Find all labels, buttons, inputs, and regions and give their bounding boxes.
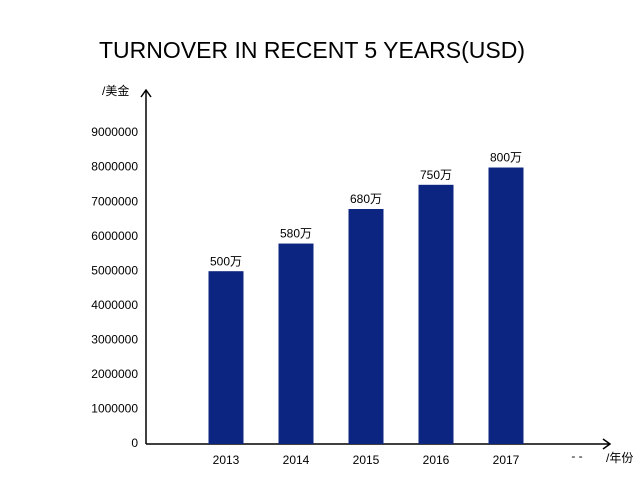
- y-tick-label: 6000000: [91, 229, 138, 243]
- y-tick-label: 4000000: [91, 298, 138, 312]
- x-tick-label: 2015: [353, 453, 380, 467]
- x-tick-label: 2013: [213, 453, 240, 467]
- bar: [418, 184, 454, 445]
- x-tick-label: 2016: [423, 453, 450, 467]
- bar: [488, 167, 524, 444]
- y-tick-label: 2000000: [91, 367, 138, 381]
- value-label: 500万: [210, 254, 242, 268]
- y-tick-label: 7000000: [91, 194, 138, 208]
- bar: [348, 208, 384, 444]
- bar: [208, 271, 244, 444]
- value-label: 580万: [280, 227, 312, 241]
- bar: [278, 243, 314, 444]
- y-tick-label: 8000000: [91, 160, 138, 174]
- x-axis-arrow: [602, 438, 612, 450]
- value-label: 800万: [490, 151, 522, 165]
- value-label: 680万: [350, 192, 382, 206]
- annotation: - -: [571, 449, 582, 463]
- x-tick-label: 2014: [283, 453, 310, 467]
- y-axis-arrow: [140, 88, 152, 98]
- y-tick-label: 9000000: [91, 125, 138, 139]
- value-label: 750万: [420, 168, 452, 182]
- y-tick-label: 3000000: [91, 332, 138, 346]
- y-tick-label: 5000000: [91, 263, 138, 277]
- y-tick-label: 1000000: [91, 402, 138, 416]
- y-axis-label: /美金: [102, 83, 129, 98]
- x-axis-label: /年份: [606, 451, 633, 465]
- chart-title: TURNOVER IN RECENT 5 YEARS(USD): [99, 37, 525, 63]
- y-tick-label: 0: [131, 436, 138, 450]
- x-tick-label: 2017: [493, 453, 520, 467]
